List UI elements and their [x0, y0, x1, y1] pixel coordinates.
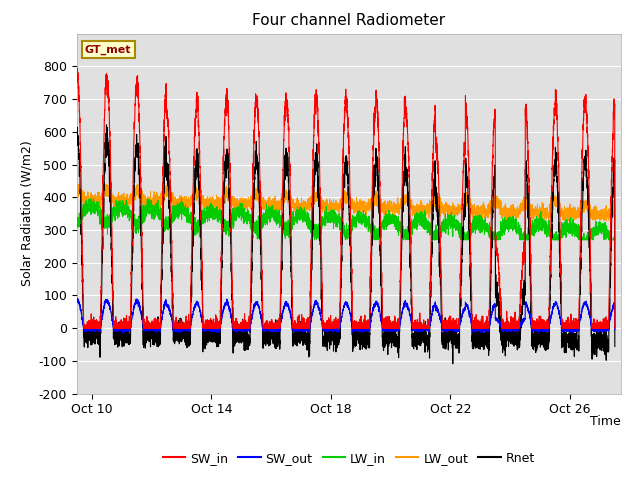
Title: Four channel Radiometer: Four channel Radiometer	[252, 13, 445, 28]
Y-axis label: Solar Radiation (W/m2): Solar Radiation (W/m2)	[20, 141, 33, 287]
Text: Time: Time	[590, 415, 621, 428]
Legend: SW_in, SW_out, LW_in, LW_out, Rnet: SW_in, SW_out, LW_in, LW_out, Rnet	[157, 447, 540, 469]
Text: GT_met: GT_met	[85, 44, 131, 55]
